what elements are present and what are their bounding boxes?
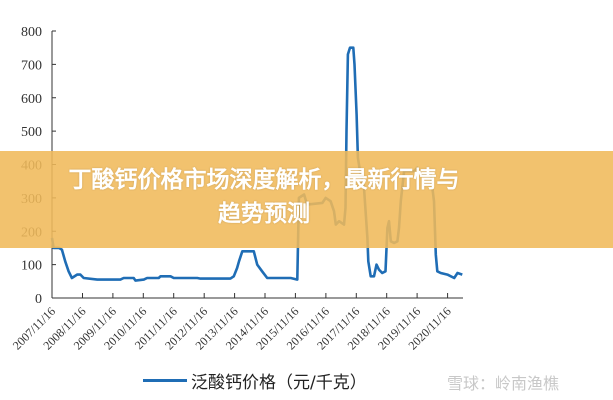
y-tick-label: 700 (21, 58, 42, 73)
banner-title-line2: 趋势预测 (0, 197, 528, 231)
y-tick-label: 500 (21, 125, 42, 140)
y-tick-label: 0 (35, 292, 42, 307)
y-tick-label: 600 (21, 92, 42, 107)
watermark: 雪球：岭南渔樵 (447, 370, 559, 394)
legend: 泛酸钙价格（元/千克） (143, 368, 367, 393)
banner-title: 丁酸钙价格市场深度解析，最新行情与 趋势预测 (0, 163, 528, 231)
y-tick-label: 800 (21, 25, 42, 40)
y-tick-label: 100 (21, 259, 42, 274)
legend-label: 泛酸钙价格（元/千克） (191, 368, 367, 393)
banner-title-line1: 丁酸钙价格市场深度解析，最新行情与 (0, 163, 528, 197)
legend-line-swatch (143, 379, 187, 382)
